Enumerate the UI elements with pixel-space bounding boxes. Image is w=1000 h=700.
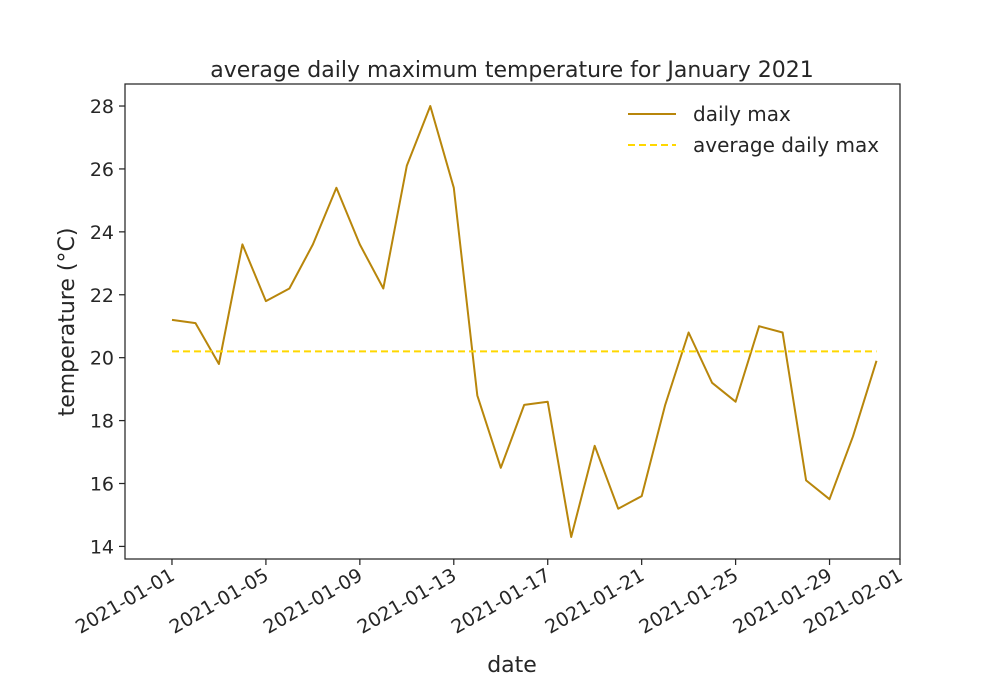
y-tick-label: 20 — [90, 348, 114, 370]
x-tick-label: 2021-01-01 — [72, 564, 179, 638]
y-axis: 14 16 18 20 22 24 26 28 — [90, 96, 125, 558]
x-axis-label: date — [487, 653, 537, 678]
plot-area — [124, 83, 901, 560]
y-tick-label: 16 — [90, 474, 114, 496]
x-tick-label: 2021-01-09 — [260, 564, 367, 638]
y-tick-label: 24 — [90, 222, 114, 244]
y-tick-label: 14 — [90, 536, 114, 558]
daily-max-line — [171, 105, 878, 538]
y-tick-label: 26 — [90, 159, 114, 181]
x-tick-label: 2021-01-05 — [166, 564, 273, 638]
series-layer — [171, 105, 878, 538]
y-tick-label: 18 — [90, 411, 114, 433]
y-tick-label: 22 — [90, 285, 114, 307]
chart-title: average daily maximum temperature for Ja… — [210, 58, 814, 83]
y-tick-label: 28 — [90, 96, 114, 118]
x-axis: 2021-01-012021-01-052021-01-092021-01-13… — [72, 559, 907, 639]
legend-daily-max-label: daily max — [693, 102, 791, 126]
legend-average-label: average daily max — [693, 133, 879, 157]
plot-frame — [124, 83, 901, 560]
x-tick-label: 2021-01-13 — [354, 564, 461, 638]
legend: daily max average daily max — [628, 102, 879, 157]
x-tick-label: 2021-01-25 — [635, 564, 742, 638]
y-axis-label: temperature (°C) — [55, 228, 80, 417]
x-tick-label: 2021-01-17 — [448, 564, 555, 638]
x-tick-label: 2021-01-21 — [542, 564, 649, 638]
